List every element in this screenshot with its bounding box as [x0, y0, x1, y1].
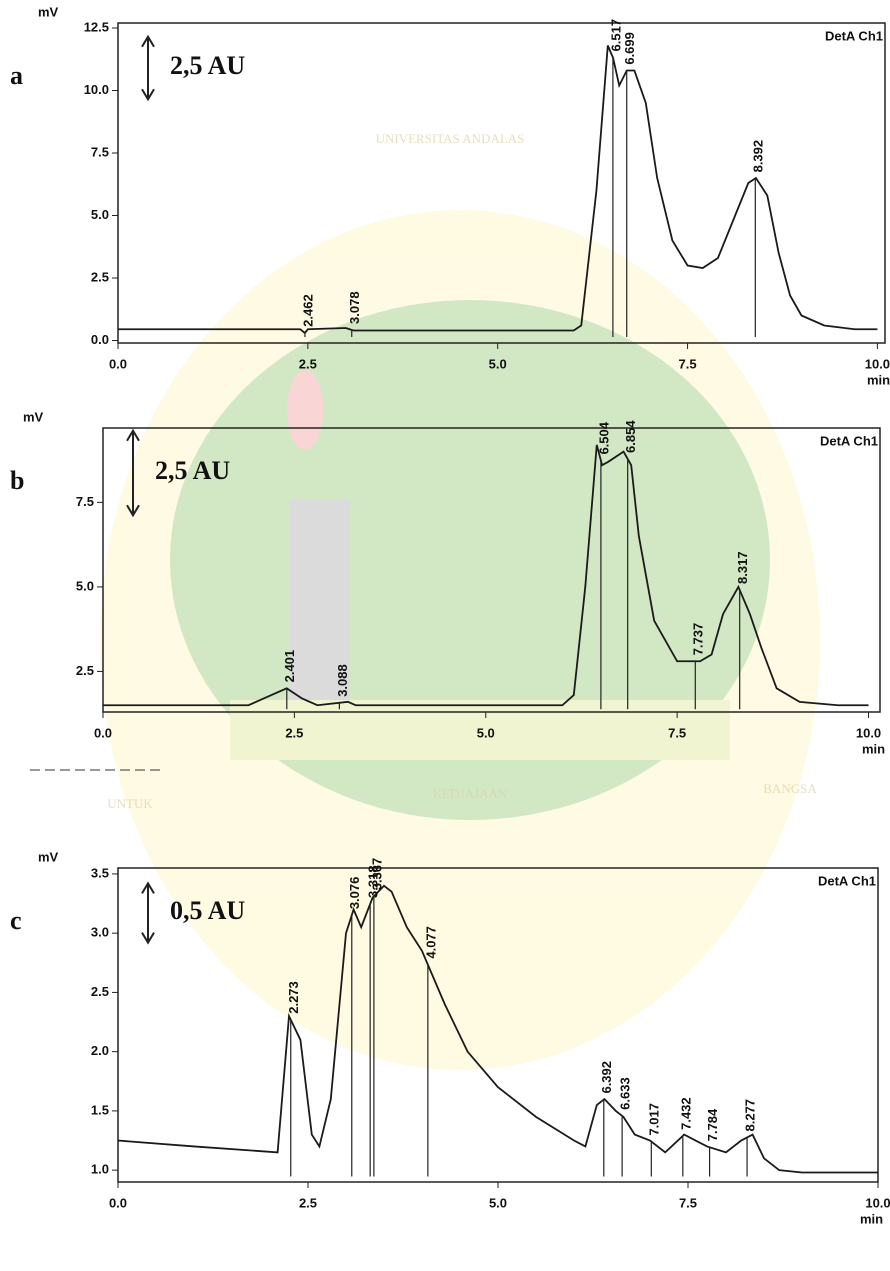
x-tick-label: 10.0 — [865, 356, 890, 371]
peak-label: 7.784 — [705, 1108, 720, 1141]
scale-label: 2,5 AU — [170, 51, 245, 80]
legend-label: DetA Ch1 — [820, 433, 878, 448]
y-tick-label: 1.0 — [91, 1162, 109, 1177]
y-tick-label: 3.0 — [91, 925, 109, 940]
peak-label: 6.633 — [618, 1077, 633, 1110]
panel-letter: b — [10, 466, 24, 495]
legend-label: DetA Ch1 — [818, 873, 876, 888]
y-tick-label: 2.5 — [76, 663, 94, 678]
y-tick-label: 2.5 — [91, 984, 109, 999]
peak-label: 6.517 — [608, 19, 623, 52]
peak-label: 2.273 — [286, 981, 301, 1014]
panel-letter: a — [10, 61, 23, 90]
y-axis-label: mV — [38, 4, 59, 19]
panel-letter: c — [10, 906, 22, 935]
peak-label: 8.277 — [742, 1099, 757, 1132]
y-tick-label: 7.5 — [76, 494, 94, 509]
x-axis-label: min — [860, 1211, 883, 1226]
y-tick-label: 5.0 — [91, 207, 109, 222]
y-axis-label: mV — [23, 409, 44, 424]
watermark-text: BANGSA — [763, 781, 817, 796]
y-tick-label: 7.5 — [91, 144, 109, 159]
watermark-logo — [100, 210, 820, 1070]
x-tick-label: 7.5 — [679, 1195, 697, 1210]
y-tick-label: 5.0 — [76, 578, 94, 593]
x-tick-label: 0.0 — [109, 356, 127, 371]
x-tick-label: 0.0 — [109, 1195, 127, 1210]
x-tick-label: 2.5 — [299, 356, 317, 371]
peak-label: 3.076 — [347, 877, 362, 910]
x-tick-label: 10.0 — [865, 1195, 890, 1210]
peak-label: 7.432 — [678, 1097, 693, 1130]
peak-label: 3.078 — [347, 291, 362, 324]
peak-label: 6.504 — [596, 421, 611, 454]
scale-label: 0,5 AU — [170, 896, 245, 925]
peak-label: 7.017 — [647, 1103, 662, 1136]
peak-label: 8.317 — [735, 551, 750, 584]
peak-label: 7.737 — [691, 623, 706, 656]
x-tick-label: 10.0 — [856, 725, 881, 740]
x-tick-label: 7.5 — [679, 356, 697, 371]
peak-label: 8.392 — [751, 140, 766, 173]
y-tick-label: 10.0 — [84, 82, 109, 97]
watermark-text: UNIVERSITAS ANDALAS — [376, 131, 525, 146]
peak-label: 4.077 — [423, 926, 438, 959]
peak-label: 6.854 — [623, 420, 638, 453]
x-tick-label: 5.0 — [489, 356, 507, 371]
x-tick-label: 5.0 — [489, 1195, 507, 1210]
x-tick-label: 5.0 — [477, 725, 495, 740]
legend-label: DetA Ch1 — [825, 28, 883, 43]
y-tick-label: 12.5 — [84, 19, 109, 34]
x-tick-label: 7.5 — [668, 725, 686, 740]
y-tick-label: 1.5 — [91, 1102, 109, 1117]
x-axis-label: min — [867, 372, 890, 387]
y-tick-label: 3.5 — [91, 865, 109, 880]
watermark-text: KEDJAJAAN — [433, 786, 508, 801]
y-tick-label: 0.0 — [91, 332, 109, 347]
x-axis-label: min — [862, 741, 885, 756]
peak-label: 3.367 — [369, 858, 384, 891]
peak-label: 6.699 — [622, 32, 637, 65]
x-tick-label: 0.0 — [94, 725, 112, 740]
peak-label: 6.392 — [599, 1061, 614, 1094]
y-axis-label: mV — [38, 849, 59, 864]
y-tick-label: 2.5 — [91, 269, 109, 284]
y-tick-label: 2.0 — [91, 1043, 109, 1058]
peak-label: 2.401 — [282, 650, 297, 683]
peak-label: 3.088 — [335, 664, 350, 697]
scale-label: 2,5 AU — [155, 456, 230, 485]
x-tick-label: 2.5 — [285, 725, 303, 740]
watermark-text: UNTUK — [107, 796, 153, 811]
peak-label: 2.462 — [300, 294, 315, 327]
chart: UNIVERSITAS ANDALAS UNTUK KEDJAJAAN BANG… — [0, 0, 890, 1271]
x-tick-label: 2.5 — [299, 1195, 317, 1210]
